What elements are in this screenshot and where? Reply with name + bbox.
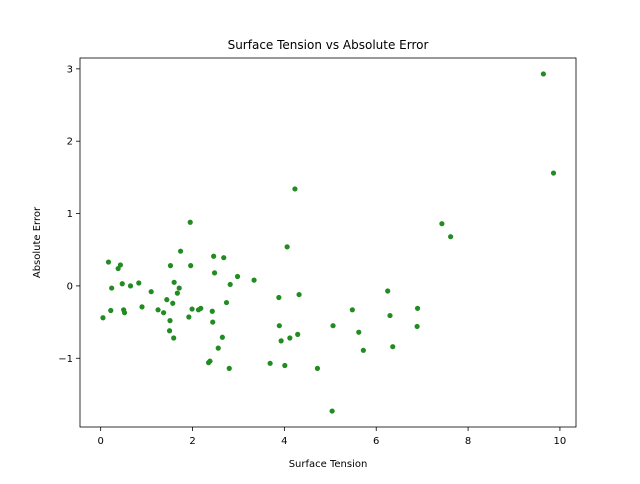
data-point-48 bbox=[278, 338, 284, 344]
data-point-40 bbox=[223, 299, 230, 306]
data-point-10 bbox=[136, 280, 142, 286]
data-point-30 bbox=[198, 305, 204, 311]
data-point-3 bbox=[109, 285, 115, 291]
y-axis-ticks: −1 0 1 2 3 bbox=[58, 64, 80, 365]
data-point-63 bbox=[390, 344, 396, 350]
x-axis-label: Surface Tension bbox=[289, 459, 368, 470]
chart-title: Surface Tension vs Absolute Error bbox=[228, 38, 429, 52]
data-point-15 bbox=[164, 297, 170, 303]
data-point-46 bbox=[276, 294, 282, 301]
y-tick-label-0: 0 bbox=[67, 281, 73, 292]
data-point-41 bbox=[226, 365, 232, 371]
x-tick-label-8: 8 bbox=[465, 436, 471, 447]
data-points bbox=[100, 71, 557, 414]
data-point-18 bbox=[167, 263, 174, 269]
y-tick-label-1: 1 bbox=[67, 209, 73, 220]
data-point-56 bbox=[329, 408, 335, 414]
data-point-66 bbox=[439, 221, 445, 227]
data-point-14 bbox=[160, 310, 167, 316]
data-point-47 bbox=[276, 323, 282, 329]
x-tick-label-6: 6 bbox=[373, 436, 379, 447]
x-tick-label-4: 4 bbox=[281, 436, 287, 447]
data-point-8 bbox=[121, 310, 128, 316]
data-point-0 bbox=[100, 315, 106, 321]
data-point-12 bbox=[148, 289, 154, 295]
data-point-1 bbox=[105, 259, 112, 265]
data-point-19 bbox=[170, 300, 176, 306]
data-point-2 bbox=[108, 307, 114, 314]
y-tick-label-2: 2 bbox=[67, 137, 73, 148]
data-point-58 bbox=[349, 307, 355, 313]
x-tick-label-10: 10 bbox=[554, 436, 567, 447]
data-point-32 bbox=[207, 358, 213, 364]
data-point-9 bbox=[127, 283, 134, 289]
y-axis-label: Absolute Error bbox=[32, 206, 43, 278]
data-point-43 bbox=[234, 273, 241, 280]
data-point-38 bbox=[219, 334, 225, 340]
data-point-20 bbox=[171, 335, 177, 341]
data-point-35 bbox=[211, 253, 217, 259]
data-point-42 bbox=[227, 281, 233, 288]
data-point-61 bbox=[385, 288, 391, 294]
data-point-60 bbox=[360, 347, 366, 353]
data-point-57 bbox=[330, 323, 336, 329]
data-point-55 bbox=[314, 365, 321, 371]
y-tick-label--1: −1 bbox=[58, 354, 73, 365]
data-point-50 bbox=[284, 244, 290, 250]
data-point-11 bbox=[139, 304, 145, 310]
y-tick-label-3: 3 bbox=[67, 64, 73, 75]
data-point-34 bbox=[210, 319, 216, 325]
data-point-13 bbox=[155, 307, 161, 313]
data-point-37 bbox=[215, 345, 221, 351]
x-tick-label-0: 0 bbox=[97, 436, 103, 447]
data-point-25 bbox=[186, 314, 192, 320]
data-point-52 bbox=[292, 186, 298, 192]
data-point-49 bbox=[282, 362, 288, 369]
data-point-62 bbox=[387, 312, 393, 319]
data-point-39 bbox=[221, 255, 227, 261]
data-point-23 bbox=[176, 285, 182, 291]
data-point-21 bbox=[171, 279, 177, 285]
data-point-33 bbox=[209, 308, 215, 314]
data-point-67 bbox=[448, 234, 454, 240]
data-point-28 bbox=[189, 306, 195, 312]
data-point-65 bbox=[414, 305, 421, 311]
data-point-59 bbox=[356, 329, 362, 335]
data-point-27 bbox=[188, 263, 194, 269]
data-point-64 bbox=[414, 323, 420, 330]
data-point-26 bbox=[187, 219, 193, 225]
data-point-45 bbox=[267, 360, 273, 366]
data-point-36 bbox=[211, 270, 218, 276]
data-point-68 bbox=[540, 71, 546, 77]
data-point-5 bbox=[117, 262, 124, 268]
data-point-17 bbox=[167, 318, 173, 324]
plot-area-frame bbox=[79, 57, 577, 428]
data-point-53 bbox=[295, 331, 301, 337]
data-point-6 bbox=[119, 281, 125, 287]
data-point-44 bbox=[251, 277, 257, 283]
data-point-22 bbox=[174, 290, 180, 296]
data-point-54 bbox=[296, 291, 302, 298]
x-axis-ticks: 0 2 4 6 8 10 bbox=[97, 427, 566, 447]
data-point-51 bbox=[287, 335, 293, 341]
data-point-24 bbox=[177, 248, 184, 254]
data-point-69 bbox=[550, 170, 557, 176]
x-tick-label-2: 2 bbox=[189, 436, 195, 447]
data-point-16 bbox=[166, 328, 173, 334]
